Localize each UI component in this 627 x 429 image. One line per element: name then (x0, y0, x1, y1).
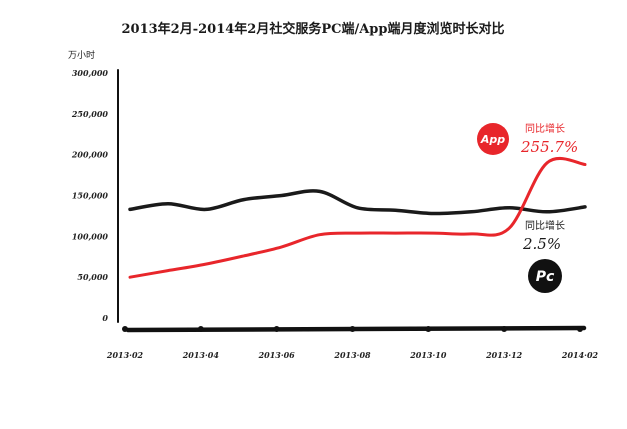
series-line-app (128, 157, 587, 279)
pc-growth-label: 同比增长 (525, 219, 565, 232)
app-growth-label: 同比增长 (525, 122, 565, 135)
y-tick-label: 200,000 (71, 150, 109, 160)
app-badge-label: App (480, 133, 505, 146)
y-tick-label: 0 (102, 313, 108, 323)
x-tick-mark (122, 326, 128, 332)
x-tick-label: 2013·06 (258, 350, 296, 360)
app-annotation: App 同比增长 255.7% (477, 122, 578, 156)
y-tick-label: 250,000 (71, 109, 109, 119)
x-ticks: 2013·02 2013·04 2013·06 2013·08 2013·10 2013·… (106, 326, 599, 360)
series-lines (128, 157, 587, 279)
y-tick-label: 100,000 (72, 231, 109, 241)
x-tick-label: 2014·02 (561, 350, 599, 360)
pc-annotation: 同比增长 2.5% Pc (522, 219, 565, 293)
x-tick-mark (501, 326, 508, 332)
x-tick-mark (349, 326, 356, 332)
series-line-pc (128, 189, 587, 216)
y-ticks: 0 50,000 100,000 150,000 200,000 250,000 300,0… (71, 68, 109, 323)
x-tick-label: 2013·12 (485, 350, 523, 360)
pc-growth-value: 2.5% (522, 235, 561, 253)
y-tick-label: 300,000 (72, 68, 109, 78)
chart-title: 2013年2月-2014年2月社交服务PC端/App端月度浏览时长对比 (122, 21, 505, 37)
x-tick-label: 2013·02 (106, 350, 144, 360)
x-axis-line (125, 325, 587, 333)
x-tick-label: 2013·10 (409, 350, 447, 360)
app-badge-icon (477, 123, 509, 155)
x-tick-label: 2013·04 (182, 350, 220, 360)
x-tick-mark (273, 326, 280, 332)
pc-badge-icon (528, 259, 562, 293)
app-growth-value: 255.7% (520, 138, 578, 156)
y-tick-label: 50,000 (77, 272, 108, 282)
x-tick-mark (577, 326, 583, 332)
y-tick-label: 150,000 (72, 191, 109, 201)
axes (117, 69, 587, 333)
y-axis-label: 万小时 (68, 49, 95, 61)
x-tick-label: 2013·08 (333, 350, 371, 360)
x-tick-mark (425, 326, 432, 332)
x-tick-mark (197, 326, 204, 332)
pc-badge-label: Pc (536, 269, 555, 285)
